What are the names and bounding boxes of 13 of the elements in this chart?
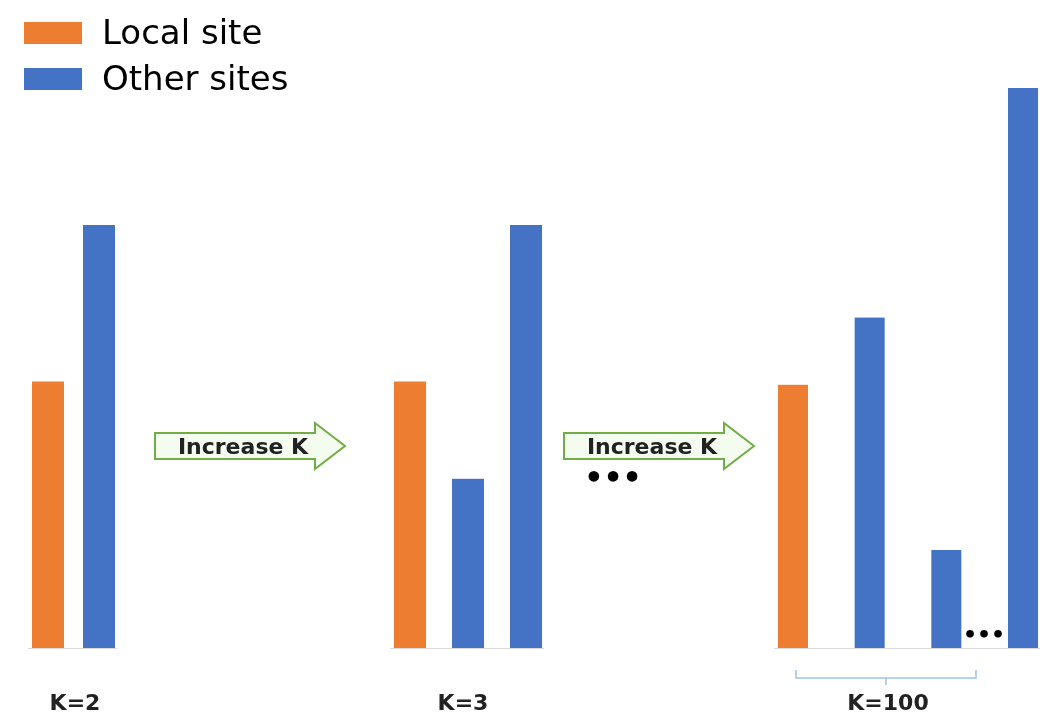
legend-label: Other sites	[102, 58, 289, 98]
text: Increase K	[177, 434, 310, 459]
text: Increase K	[586, 434, 719, 459]
x-axis-title: K=2	[49, 690, 101, 715]
annotation: •••	[962, 622, 1006, 647]
bar	[931, 550, 962, 648]
x-axis-title: K=100	[847, 690, 929, 715]
x-axis-title: K=3	[437, 690, 489, 715]
bar	[854, 317, 885, 648]
legend-label: Local site	[102, 12, 263, 52]
text: •••	[584, 460, 642, 495]
bar	[778, 384, 808, 648]
bar	[1008, 88, 1038, 648]
